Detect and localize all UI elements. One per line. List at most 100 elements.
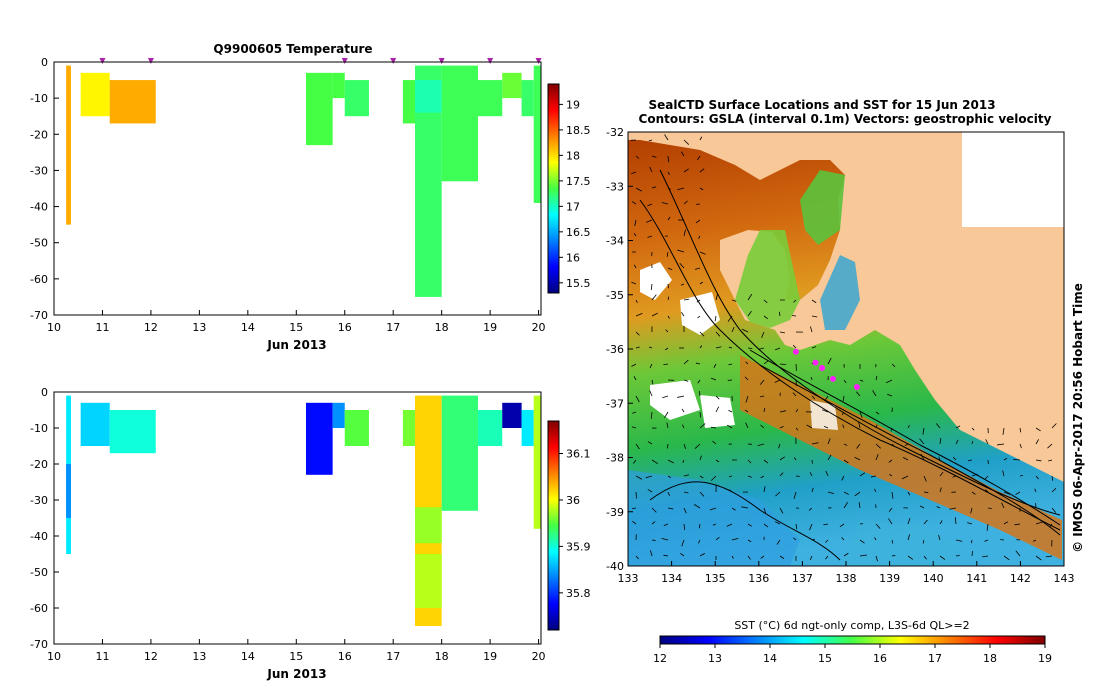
colorbar-tick-label: 17 <box>928 652 942 665</box>
x-tick-label: 15 <box>289 650 303 663</box>
velocity-vector <box>971 551 973 557</box>
velocity-vector <box>986 523 989 531</box>
velocity-vector <box>662 395 669 399</box>
velocity-vector <box>1049 523 1053 527</box>
profile-marker <box>535 58 542 64</box>
colorbar-tick-label: 17 <box>566 200 580 213</box>
velocity-vector <box>891 443 896 447</box>
velocity-vector <box>875 454 879 461</box>
x-tick-label: 19 <box>483 650 497 663</box>
velocity-vector <box>698 235 701 239</box>
data-cell <box>80 402 110 446</box>
data-cell <box>415 554 442 608</box>
velocity-vector <box>891 555 896 557</box>
velocity-vector <box>872 390 877 397</box>
velocity-vector <box>683 359 689 365</box>
velocity-vector <box>793 491 797 499</box>
velocity-vector <box>714 315 717 322</box>
profile-marker <box>147 58 154 64</box>
velocity-vector <box>633 264 637 269</box>
velocity-vector <box>985 439 989 445</box>
y-tick-label: -70 <box>30 638 48 651</box>
velocity-vector <box>699 391 701 397</box>
velocity-vector <box>635 443 640 450</box>
velocity-vector <box>843 502 849 509</box>
velocity-vector <box>811 487 814 493</box>
velocity-vector <box>661 537 669 541</box>
velocity-vector <box>747 347 753 349</box>
velocity-vector <box>631 201 637 205</box>
data-cell <box>66 65 71 225</box>
velocity-vector <box>888 459 893 463</box>
velocity-vector <box>952 475 957 478</box>
velocity-vector <box>631 363 637 367</box>
velocity-vector <box>811 395 816 400</box>
velocity-vector <box>747 459 752 464</box>
velocity-vector <box>699 251 706 255</box>
velocity-vector <box>693 504 701 509</box>
velocity-vector <box>923 519 928 525</box>
velocity-vector <box>938 534 941 541</box>
velocity-vector <box>859 472 866 477</box>
cloud-gap <box>810 400 838 430</box>
velocity-vector <box>677 249 685 253</box>
velocity-vector <box>632 411 637 414</box>
velocity-vector <box>825 539 829 543</box>
x-tick-label: 139 <box>879 572 900 585</box>
data-cell <box>402 80 416 124</box>
velocity-vector <box>699 187 704 191</box>
velocity-vector <box>810 326 813 333</box>
velocity-vector <box>683 443 686 449</box>
colorbar-tick-label: 14 <box>763 652 777 665</box>
velocity-vector <box>635 331 640 336</box>
velocity-vector <box>651 507 657 513</box>
velocity-vector <box>793 299 797 303</box>
velocity-vector <box>698 523 701 529</box>
velocity-vector <box>710 475 717 481</box>
velocity-vector <box>806 424 813 429</box>
profile-marker <box>99 58 106 64</box>
data-cell <box>332 402 345 428</box>
velocity-vector <box>715 536 720 541</box>
velocity-vector <box>827 438 831 445</box>
x-axis-ticks: 10 11 12 13 14 15 16 17 18 19 20 <box>47 639 546 663</box>
velocity-vector <box>666 251 669 257</box>
velocity-vector <box>793 537 797 541</box>
velocity-vector <box>939 438 942 445</box>
velocity-vector <box>778 311 781 317</box>
velocity-vector <box>795 408 799 413</box>
velocity-vector <box>825 470 829 477</box>
seal-location-marker <box>853 383 860 390</box>
velocity-vector <box>744 409 749 413</box>
velocity-vector <box>1002 427 1005 435</box>
velocity-vector <box>843 379 847 384</box>
velocity-vector <box>779 456 786 461</box>
velocity-vector <box>650 411 653 419</box>
velocity-vector <box>885 379 893 384</box>
y-axis-ticks: -32 -33 -34 -35 -36 -37 -38 -39 -40 <box>606 126 633 573</box>
velocity-vector <box>1000 539 1005 541</box>
velocity-vector <box>664 134 669 141</box>
gulf-water <box>800 170 845 245</box>
velocity-vector <box>726 424 733 429</box>
velocity-vector <box>936 506 941 509</box>
velocity-vector <box>759 379 765 385</box>
temperature-cells <box>66 65 541 297</box>
velocity-vector <box>907 534 911 541</box>
data-cell <box>533 395 541 529</box>
velocity-vector <box>699 331 705 337</box>
colorbar-tick-label: 15 <box>818 652 832 665</box>
velocity-vector <box>680 283 685 286</box>
velocity-vector <box>1035 427 1041 432</box>
velocity-vector <box>823 426 829 429</box>
x-tick-label: 19 <box>483 321 497 334</box>
velocity-vector <box>841 411 845 416</box>
cool-water-patch <box>840 520 960 566</box>
velocity-vector <box>667 171 670 175</box>
y-tick-label: -38 <box>606 452 624 465</box>
velocity-vector <box>775 521 781 525</box>
velocity-vector <box>875 443 881 449</box>
velocity-vector <box>683 474 689 477</box>
x-tick-label: 14 <box>241 321 255 334</box>
map-subtitle: Contours: GSLA (interval 0.1m) Vectors: … <box>639 112 1052 126</box>
